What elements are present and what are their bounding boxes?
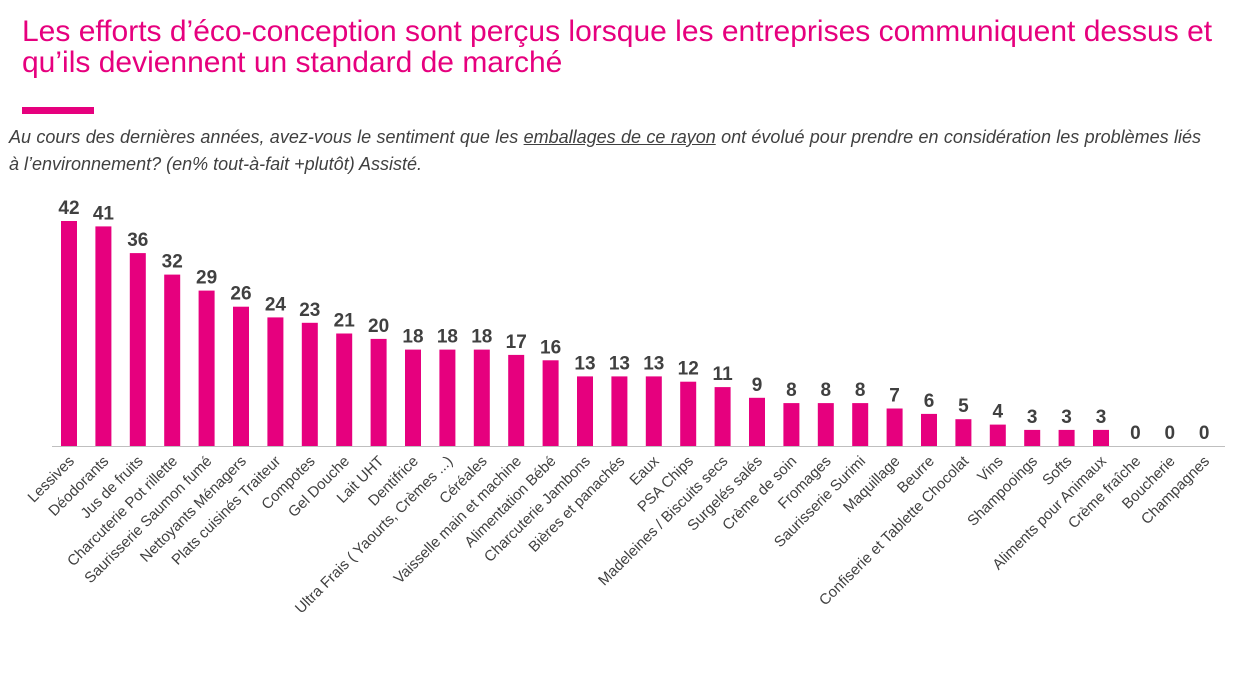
bars-group — [61, 221, 1109, 446]
question-text-end: ont évolué pour prendre en considération… — [9, 127, 1202, 174]
bar-1 — [95, 226, 112, 446]
value-label: 29 — [196, 268, 217, 289]
bar-6 — [267, 317, 284, 446]
bar-8 — [336, 333, 353, 446]
bar-15 — [577, 376, 593, 446]
bar-27 — [989, 424, 1006, 446]
value-label: 7 — [889, 386, 900, 407]
value-label: 5 — [958, 396, 969, 417]
question-emphasis: emballages de ce rayon — [523, 127, 716, 147]
value-label: 18 — [437, 327, 458, 348]
value-label: 17 — [506, 332, 527, 353]
value-label: 0 — [1130, 423, 1141, 444]
bar-7 — [301, 322, 318, 446]
value-label: 21 — [334, 311, 356, 332]
value-label: 36 — [127, 230, 148, 251]
value-label: 4 — [993, 402, 1004, 423]
bar-25 — [921, 413, 937, 446]
bar-20 — [749, 397, 765, 446]
bar-18 — [680, 381, 697, 446]
bar-26 — [955, 419, 972, 446]
value-label: 18 — [471, 327, 492, 348]
value-label: 13 — [609, 353, 630, 374]
bar-19 — [714, 387, 731, 446]
value-label: 8 — [821, 380, 832, 401]
value-label: 9 — [752, 375, 763, 396]
value-label: 0 — [1165, 423, 1176, 444]
bar-29 — [1058, 429, 1075, 446]
value-label: 3 — [1061, 407, 1072, 428]
value-label: 16 — [540, 337, 561, 358]
bar-9 — [370, 338, 387, 446]
value-label: 3 — [1096, 407, 1107, 428]
value-label: 8 — [855, 380, 866, 401]
value-label: 20 — [368, 316, 389, 337]
bar-17 — [645, 376, 662, 446]
value-label: 0 — [1199, 423, 1210, 444]
value-label: 12 — [678, 359, 699, 380]
value-label: 11 — [713, 364, 734, 385]
bar-21 — [783, 403, 800, 446]
bar-23 — [852, 403, 869, 446]
value-label: 32 — [162, 252, 183, 273]
bar-22 — [817, 403, 834, 446]
bar-10 — [405, 349, 421, 446]
bar-24 — [886, 408, 903, 446]
bar-28 — [1024, 429, 1041, 446]
bar-30 — [1093, 429, 1109, 446]
bar-11 — [439, 349, 456, 446]
value-label: 41 — [93, 203, 115, 224]
value-label: 24 — [265, 294, 287, 315]
value-label: 18 — [402, 327, 423, 348]
survey-question: Au cours des dernières années, avez-vous… — [9, 124, 1201, 178]
bar-3 — [164, 274, 181, 446]
bar-12 — [473, 349, 490, 446]
bar-16 — [611, 376, 628, 446]
value-label: 6 — [924, 391, 935, 412]
value-label: 13 — [643, 353, 664, 374]
bar-2 — [129, 253, 146, 446]
value-label: 3 — [1027, 407, 1038, 428]
bar-5 — [233, 306, 249, 446]
value-label: 26 — [230, 284, 251, 305]
value-label: 13 — [574, 353, 595, 374]
bar-4 — [198, 290, 215, 446]
value-label: 42 — [58, 198, 79, 219]
value-label: 8 — [786, 380, 797, 401]
bar-13 — [508, 354, 525, 446]
question-text-start: Au cours des dernières années, avez-vous… — [9, 127, 524, 147]
bar-0 — [61, 221, 77, 446]
bar-14 — [542, 360, 559, 446]
title-accent-bar — [22, 107, 94, 114]
page-title: Les efforts d’éco-conception sont perçus… — [22, 15, 1213, 79]
value-label: 23 — [299, 300, 320, 321]
